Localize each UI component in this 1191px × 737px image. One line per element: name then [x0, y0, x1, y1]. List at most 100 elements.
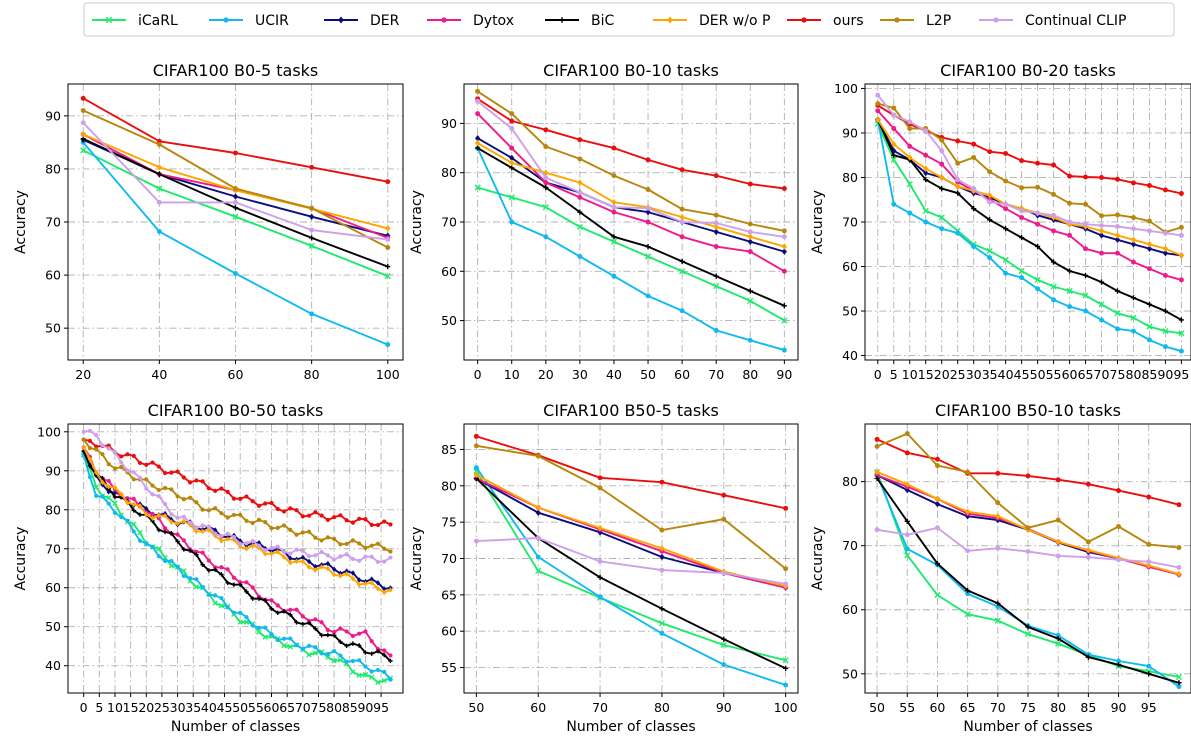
- data-point: [156, 487, 161, 493]
- data-point: [162, 501, 168, 507]
- data-point: [1003, 150, 1009, 156]
- series-continual-clip: [874, 525, 1182, 570]
- chart-panel: 20 40 60 80 100 50 60 70 80 90 CIFAR100 B0-5 tasks…: [13, 61, 404, 382]
- data-point: [1146, 218, 1152, 224]
- series-ours: [81, 437, 393, 528]
- data-point: [313, 567, 318, 573]
- series-ours: [874, 436, 1182, 508]
- data-point: [965, 469, 971, 475]
- data-point: [597, 475, 603, 481]
- data-point: [325, 565, 331, 572]
- series-line: [477, 90, 785, 232]
- series-l2p: [81, 437, 393, 554]
- y-tick-label: 90: [45, 463, 61, 478]
- data-point: [1116, 658, 1122, 664]
- data-point: [288, 612, 293, 617]
- data-point: [169, 558, 174, 564]
- data-point: [156, 516, 161, 521]
- data-point: [1099, 250, 1104, 256]
- data-point: [904, 431, 910, 437]
- data-point: [356, 581, 362, 588]
- data-point: [112, 450, 118, 455]
- data-point: [1115, 223, 1120, 229]
- data-point: [907, 154, 913, 161]
- x-tick-label: 50: [869, 700, 885, 715]
- y-tick-label: 80: [842, 474, 858, 489]
- legend-marker: [441, 17, 447, 23]
- series-bic: [80, 136, 391, 270]
- data-point: [904, 480, 910, 488]
- data-point: [1098, 227, 1105, 235]
- data-point: [150, 511, 155, 516]
- data-point: [162, 470, 168, 476]
- data-point: [385, 342, 391, 348]
- data-point: [955, 177, 961, 183]
- legend-label: DER: [370, 13, 400, 29]
- data-point: [955, 138, 961, 144]
- data-point: [338, 573, 343, 579]
- data-point: [144, 505, 149, 512]
- data-point: [543, 127, 549, 133]
- data-point: [781, 228, 787, 234]
- data-point: [119, 465, 124, 470]
- data-point: [679, 219, 685, 225]
- data-point: [875, 101, 881, 107]
- data-point: [1131, 226, 1136, 232]
- data-point: [679, 234, 685, 240]
- data-point: [1176, 545, 1182, 551]
- data-point: [194, 552, 199, 557]
- x-tick-label: 60: [530, 700, 546, 715]
- y-axis-label: Accuracy: [810, 527, 826, 591]
- data-point: [131, 529, 136, 534]
- x-tick-label: 80: [326, 700, 342, 715]
- data-point: [747, 288, 753, 294]
- data-point: [162, 513, 168, 519]
- data-point: [535, 453, 541, 459]
- data-point: [1115, 250, 1120, 256]
- data-point: [382, 519, 387, 524]
- y-tick-label: 60: [441, 624, 457, 639]
- data-point: [325, 517, 330, 522]
- data-point: [382, 546, 387, 551]
- series-ucir: [473, 465, 789, 688]
- data-point: [577, 179, 583, 186]
- data-point: [659, 606, 665, 612]
- data-point: [891, 126, 897, 131]
- x-tick-label: 85: [1141, 367, 1157, 382]
- data-point: [891, 105, 897, 111]
- series-dytox: [875, 108, 1184, 283]
- data-point: [388, 653, 393, 658]
- data-point: [934, 591, 941, 599]
- data-point: [188, 520, 193, 525]
- data-point: [206, 527, 212, 533]
- data-point: [1146, 562, 1152, 569]
- data-point: [388, 658, 393, 664]
- x-tick-label: 40: [998, 367, 1014, 382]
- data-point: [720, 641, 727, 649]
- data-point: [119, 454, 124, 459]
- data-point: [535, 535, 541, 541]
- data-point: [995, 600, 1001, 606]
- data-point: [375, 667, 381, 673]
- data-point: [904, 532, 910, 538]
- data-point: [344, 659, 349, 664]
- data-point: [281, 554, 287, 560]
- x-tick-label: 40: [201, 700, 217, 715]
- series-bic: [875, 117, 1185, 323]
- data-point: [891, 152, 897, 158]
- series-continual-clip: [475, 98, 787, 240]
- data-point: [713, 223, 719, 231]
- data-point: [1019, 158, 1025, 164]
- data-point: [1051, 297, 1057, 303]
- data-point: [1176, 564, 1182, 570]
- plot-area: [873, 431, 1183, 690]
- data-point: [225, 580, 230, 586]
- data-point: [156, 185, 163, 192]
- data-point: [645, 244, 651, 250]
- x-tick-label: 80: [304, 367, 320, 382]
- data-point: [1162, 187, 1168, 193]
- data-point: [645, 187, 651, 192]
- data-point: [332, 630, 337, 635]
- data-point: [1067, 173, 1073, 179]
- data-point: [206, 592, 211, 597]
